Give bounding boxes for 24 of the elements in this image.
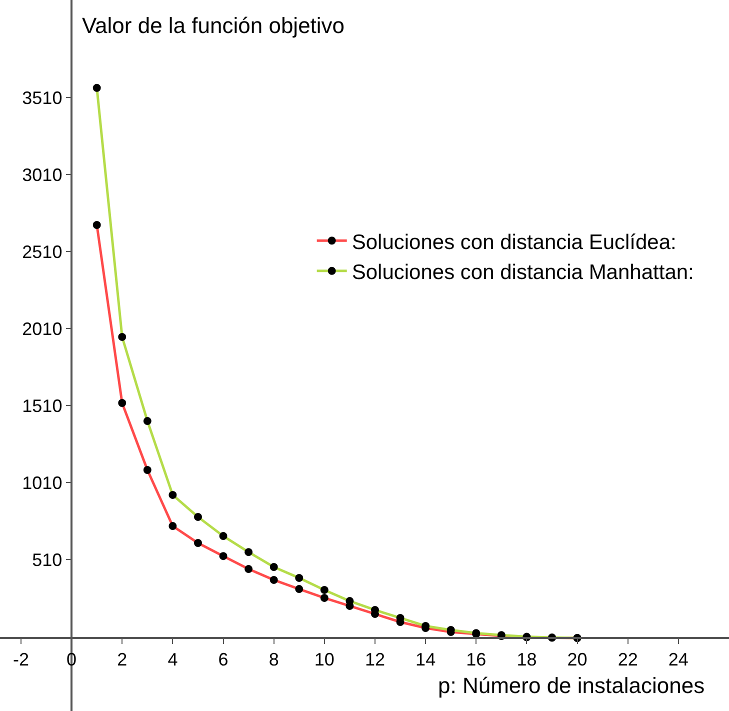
x-axis-title: p: Número de instalaciones [438, 673, 705, 698]
x-tick-label: -2 [12, 649, 29, 670]
y-tick-label: 1010 [22, 472, 62, 493]
y-tick-label: 3510 [22, 88, 62, 108]
x-tick-label: 4 [168, 649, 178, 670]
x-tick-label: 24 [668, 649, 688, 670]
y-tick-label: 1510 [22, 396, 62, 416]
x-tick-label: 2 [117, 649, 128, 670]
y-tick-label: 3010 [22, 164, 62, 185]
legend-label: Soluciones con distancia Manhattan: [352, 261, 694, 284]
x-tick-label: 16 [466, 649, 486, 670]
x-tick-label: 20 [567, 649, 588, 670]
x-tick-label: 6 [218, 649, 228, 670]
y-tick-label: 510 [32, 550, 62, 570]
x-tick-label: 18 [516, 649, 537, 670]
x-tick-label: 14 [416, 649, 436, 670]
x-tick-label: 10 [314, 649, 334, 670]
x-tick-label: 8 [268, 649, 279, 670]
y-tick-label: 2010 [22, 318, 62, 339]
x-tick-label: 22 [618, 649, 638, 670]
x-tick-label: 12 [364, 649, 386, 670]
legend-label: Soluciones con distancia Euclídea: [352, 230, 676, 254]
y-axis-title: Valor de la función objetivo [82, 13, 345, 38]
y-tick-label: 2510 [22, 242, 62, 262]
